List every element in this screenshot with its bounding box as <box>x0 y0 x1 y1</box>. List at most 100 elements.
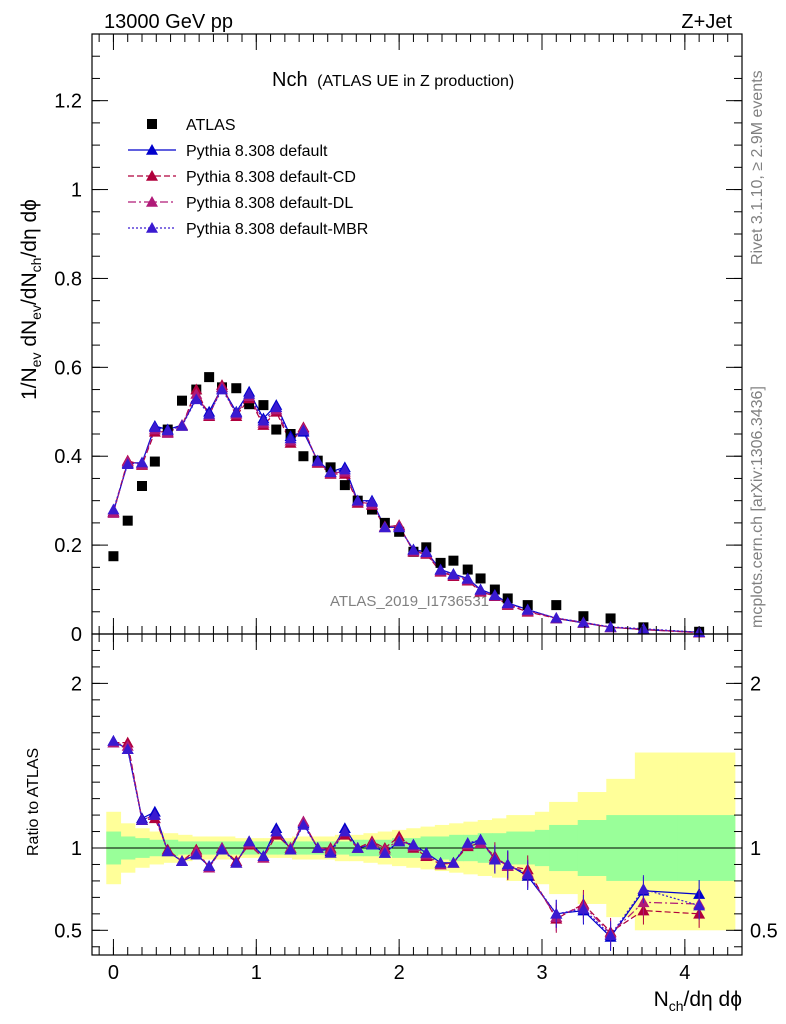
y-tick-label: 1.2 <box>54 91 82 113</box>
mc-point-ratio <box>461 837 474 848</box>
mc-point-ratio <box>447 856 460 868</box>
mc-point-ratio <box>501 858 514 870</box>
header-right: Z+Jet <box>681 11 732 33</box>
rivet-label: Rivet 3.1.10, ≥ 2.9M events <box>749 70 766 265</box>
mc-point-main <box>161 424 174 436</box>
chart-title-main: Nch <box>272 69 308 91</box>
mc-point-main <box>393 521 406 533</box>
y-tick-label: 0.6 <box>54 357 82 379</box>
mc-point-main <box>216 383 228 395</box>
legend-marker <box>146 222 158 233</box>
mc-point-main <box>488 589 501 601</box>
mc-point-ratio <box>148 809 161 820</box>
atlas-point <box>298 451 309 462</box>
atlas-point <box>258 400 269 411</box>
atlas-point <box>271 424 282 435</box>
y-tick-label: 0.8 <box>54 268 82 290</box>
mc-point-main <box>521 604 534 615</box>
series-line-ratio <box>113 740 700 937</box>
mc-point-ratio <box>257 850 270 862</box>
atlas-point <box>137 481 147 491</box>
mc-point-main <box>434 564 447 575</box>
atlas-point <box>462 564 473 575</box>
mc-point-main <box>407 544 420 555</box>
mc-point-ratio <box>577 902 590 914</box>
legend-label: Pythia 8.308 default <box>186 143 328 160</box>
mc-point-main <box>257 414 270 426</box>
atlas-point <box>204 372 215 383</box>
atlas-point <box>177 395 187 406</box>
mc-point-ratio <box>297 818 310 830</box>
mc-point-ratio <box>434 856 447 868</box>
mc-point-ratio <box>324 846 337 858</box>
atlas-point <box>231 383 242 394</box>
atlas-point <box>122 515 133 526</box>
mc-point-ratio <box>338 825 351 837</box>
y-tick-label: 0 <box>71 624 82 646</box>
ratio-y-tick-label: 1 <box>71 838 82 860</box>
chart-title-sub: (ATLAS UE in Z production) <box>317 73 514 90</box>
legend-label: ATLAS <box>186 117 236 134</box>
mc-point-main <box>190 393 203 405</box>
mc-point-ratio <box>393 835 406 847</box>
mc-point-ratio <box>351 842 364 853</box>
mc-point-ratio <box>243 835 256 847</box>
ratio-y-axis-label: Ratio to ATLAS <box>25 748 42 856</box>
mc-point-main <box>474 584 487 595</box>
mc-point-ratio <box>284 843 297 855</box>
ratio-y-tick-label-right: 2 <box>750 673 761 695</box>
x-tick-label: 3 <box>536 962 547 984</box>
ratio-y-tick-label: 2 <box>71 673 82 695</box>
mc-point-main <box>378 521 391 533</box>
mc-point-ratio <box>693 899 706 911</box>
legend-marker <box>146 196 158 207</box>
ratio-frame <box>91 633 743 956</box>
mc-point-main <box>148 421 161 433</box>
ratio-y-tick-label-right: 0.5 <box>750 920 778 942</box>
axes: 0 0.2 0.4 0.6 0.8 1 1.2 0.5 0.5 1 1 2 2 0 1 2 3 4 <box>54 33 778 984</box>
mc-point-main <box>461 572 474 584</box>
x-tick-label: 2 <box>394 962 405 984</box>
mc-point-main <box>577 616 590 628</box>
legend-marker <box>147 119 157 129</box>
mc-point-main <box>136 456 148 468</box>
mc-point-ratio <box>488 853 501 865</box>
legend-marker <box>146 170 158 181</box>
mc-point-ratio <box>311 842 324 853</box>
mc-point-main <box>203 408 216 419</box>
mc-point-main <box>637 622 650 634</box>
x-tick-label: 4 <box>679 962 690 984</box>
mc-point-ratio <box>637 883 650 894</box>
mc-point-ratio <box>161 845 174 857</box>
mc-point-main <box>230 406 243 418</box>
mcplots-label: mcplots.cern.ch [arXiv:1306.3436] <box>749 386 766 628</box>
mc-point-ratio <box>216 843 228 855</box>
mc-point-main <box>107 503 120 515</box>
mc-point-ratio <box>203 860 216 871</box>
chart-title: Nch (ATLAS UE in Z production) <box>272 69 514 91</box>
mc-point-main <box>447 568 460 580</box>
legend-marker <box>146 144 158 155</box>
mc-point-ratio <box>107 735 120 746</box>
y-tick-label: 0.2 <box>54 535 82 557</box>
mc-point-main <box>270 401 283 413</box>
ratio-data-layer <box>107 735 706 951</box>
mc-point-main <box>284 432 297 444</box>
atlas-point <box>339 480 350 491</box>
atlas-point <box>149 456 160 467</box>
atlas-point <box>108 551 119 562</box>
mc-point-ratio <box>604 929 617 941</box>
main-data-layer <box>107 372 706 638</box>
mc-point-main <box>121 458 134 470</box>
mc-point-ratio <box>176 855 188 866</box>
mc-point-ratio <box>550 907 563 919</box>
mc-point-main <box>297 424 310 436</box>
mc-point-ratio <box>378 846 391 858</box>
mc-point-main <box>550 612 563 623</box>
atlas-point <box>435 557 446 568</box>
mc-point-main <box>366 496 378 507</box>
x-tick-label: 0 <box>108 962 119 984</box>
mc-point-ratio <box>190 848 203 860</box>
atlas-point <box>551 600 562 611</box>
mc-point-ratio <box>407 838 420 850</box>
